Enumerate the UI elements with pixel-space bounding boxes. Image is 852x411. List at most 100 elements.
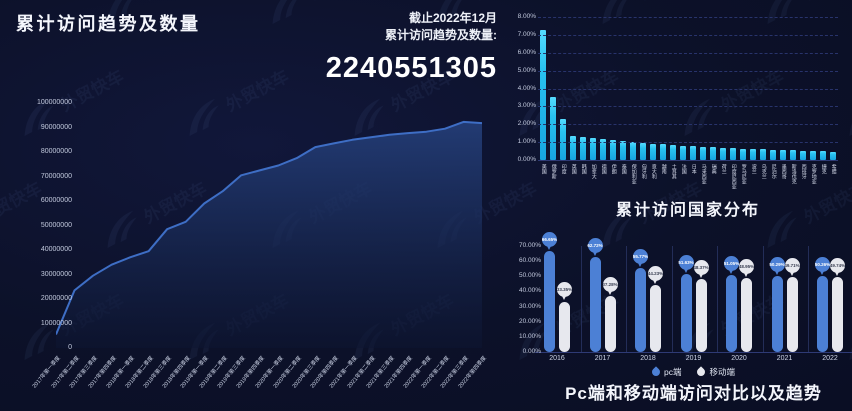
y-tick-label: 70000000 (40, 172, 72, 180)
brand-swoosh-icon (849, 98, 852, 137)
mobile-bar (786, 276, 798, 352)
country-label-slot: 瑞典 (708, 164, 718, 189)
country-label-slot: 保加利亚 (628, 164, 638, 189)
value-balloon: 51.05% (724, 255, 739, 274)
balloon-value: 44.23% (647, 271, 664, 277)
watermark-text: 外贸快车 (303, 0, 375, 4)
value-balloon: 62.72% (587, 238, 603, 257)
y-tick-label: 70.00% (518, 242, 541, 249)
y-tick-label: 0.00% (522, 347, 541, 355)
country-bar (790, 150, 796, 160)
y-tick-label: 1.00% (517, 138, 536, 146)
country-bar (750, 148, 756, 160)
y-tick-label: 60000000 (40, 197, 72, 204)
country-bar (700, 146, 706, 160)
country-bar-slot (798, 150, 808, 160)
y-tick-label: 3.00% (517, 102, 536, 110)
legend-label: 移动端 (709, 367, 735, 377)
country-label: 加拿大 (590, 164, 597, 179)
country-bar-slot (698, 146, 708, 160)
country-label-slot: 斯洛伐克 (788, 164, 798, 189)
pc-bar (771, 275, 783, 352)
country-label-slot: 马来西亚 (698, 164, 708, 189)
y-tick-label: 50000000 (40, 221, 72, 229)
trend-area-chart (56, 120, 482, 348)
balloon-value: 62.72% (587, 243, 603, 249)
country-label: 墨西哥 (780, 164, 787, 179)
gridline (538, 52, 838, 54)
mobile-drop-icon (695, 366, 708, 378)
year-label: 2022 (822, 355, 838, 362)
country-bar-slot (818, 151, 828, 160)
country-label-slot: 匈牙利 (638, 164, 648, 189)
pc-mobile-chart-title: Pc端和移动端访问对比以及趋势 (565, 384, 822, 403)
country-label-slot: 罗马尼亚 (738, 164, 748, 189)
legend-label: pc端 (664, 367, 682, 377)
country-label-slot: 克罗地亚 (808, 164, 818, 189)
country-label-slot: 希腊 (828, 164, 838, 189)
country-bar-chart (538, 17, 838, 161)
country-label: 瑞典 (710, 164, 717, 174)
country-bar-slot (668, 145, 678, 160)
mobile-bar (741, 277, 752, 352)
country-label: 德国 (600, 164, 607, 174)
y-tick-label: 5.00% (517, 66, 536, 74)
group-separator (626, 246, 627, 352)
country-bar-slot (748, 148, 758, 160)
y-tick-label: 0 (68, 344, 72, 351)
value-balloon: 48.37% (693, 259, 709, 278)
y-tick-label: 20000000 (40, 295, 72, 302)
country-label-slot: 法国 (678, 164, 688, 189)
country-bar (630, 141, 636, 160)
y-tick-label: 6.00% (517, 48, 536, 56)
country-label-slot: 意大利 (648, 164, 658, 189)
country-bars (538, 17, 838, 160)
country-label-slot: 日本 (688, 164, 698, 189)
country-label: 尼泊尔 (770, 164, 777, 179)
pc-mobile-legend: pc端 移动端 (535, 366, 852, 378)
legend-item-pc[interactable]: pc端 (650, 366, 682, 378)
balloon-value: 33.35% (556, 287, 573, 293)
y-tick-label: 8.00% (517, 13, 536, 20)
country-label: 印度 (560, 164, 567, 174)
country-bar-slot (618, 140, 628, 160)
country-label: 保加利亚 (630, 164, 637, 184)
country-bar-slot (758, 149, 768, 160)
country-bar (670, 145, 676, 160)
country-label: 印度尼西亚 (730, 164, 737, 189)
country-label: 西班牙 (800, 164, 807, 179)
y-tick-label: 10000000 (40, 319, 72, 327)
watermark-text: 外贸快车 (798, 0, 852, 4)
y-tick-label: 0.00% (517, 156, 536, 163)
country-bar-slot (728, 148, 738, 160)
country-bar (650, 143, 656, 160)
country-bar-slot (778, 150, 788, 160)
y-tick-label: 30000000 (40, 270, 72, 278)
y-tick-label: 7.00% (517, 30, 536, 38)
country-label-slot: 墨西哥 (778, 164, 788, 189)
value-balloon: 37.28% (602, 276, 618, 295)
country-bar (610, 140, 616, 160)
country-label: 韩国 (580, 164, 587, 174)
y-tick-label: 4.00% (517, 84, 536, 92)
legend-item-mobile[interactable]: 移动端 (695, 366, 735, 378)
country-bar-slot (658, 144, 668, 160)
country-label: 泰国 (620, 164, 627, 174)
country-label: 意大利 (650, 164, 657, 179)
value-balloon: 49.71% (784, 257, 800, 276)
year-label: 2021 (776, 355, 793, 362)
balloon-value: 37.28% (602, 281, 618, 287)
country-label-slot: 荷兰 (718, 164, 728, 189)
balloon-value: 50.26% (814, 261, 831, 267)
gridline (538, 34, 838, 36)
balloon-value: 48.95% (738, 263, 755, 269)
country-bar (710, 147, 716, 160)
country-bar-slot (688, 146, 698, 160)
balloon-value: 49.74% (829, 262, 846, 268)
country-label: 伊朗 (610, 164, 617, 174)
country-bar-slot (638, 142, 648, 160)
y-tick-label: 80000000 (40, 148, 72, 155)
watermark-text: 外贸快车 (138, 0, 210, 4)
country-label: 日本 (690, 164, 697, 174)
pc-mobile-x-axis: 2016 2017 2018 2019 2020 2021 2022 (535, 355, 852, 365)
